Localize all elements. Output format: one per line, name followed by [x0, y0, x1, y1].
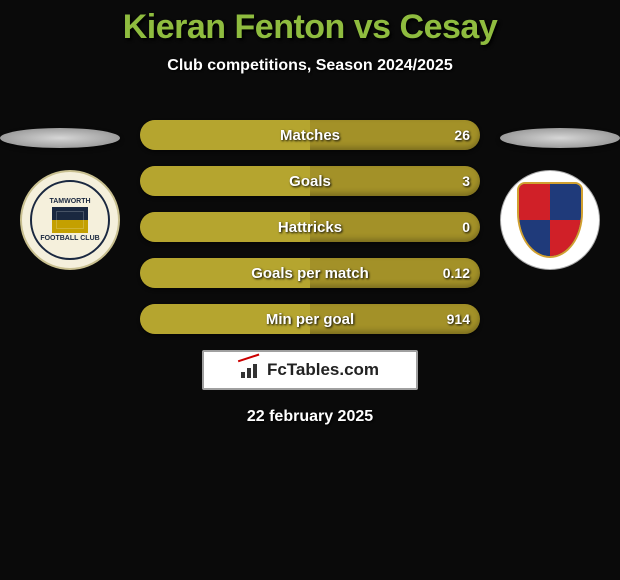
branding-text: FcTables.com	[267, 360, 379, 380]
stat-value-right: 0.12	[443, 265, 470, 281]
stat-label: Hattricks	[140, 212, 480, 242]
page-title: Kieran Fenton vs Cesay	[0, 8, 620, 47]
stat-label: Goals per match	[140, 258, 480, 288]
stats-bars: Matches26 Goals3 Hattricks0 Goals per match…	[140, 120, 480, 334]
stat-bar: Goals per match0.12	[140, 258, 480, 288]
page-subtitle: Club competitions, Season 2024/2025	[0, 57, 620, 75]
stat-bar: Hattricks0	[140, 212, 480, 242]
stat-value-right: 26	[454, 127, 470, 143]
stat-label: Min per goal	[140, 304, 480, 334]
player-right-placeholder	[500, 128, 620, 148]
stat-value-right: 0	[462, 219, 470, 235]
stat-bar: Matches26	[140, 120, 480, 150]
stat-bar: Goals3	[140, 166, 480, 196]
branding-badge: FcTables.com	[202, 350, 418, 390]
club-crest-left: TAMWORTH FOOTBALL CLUB	[20, 170, 120, 270]
player-left-placeholder	[0, 128, 120, 148]
club-crest-right	[500, 170, 600, 270]
stat-label: Matches	[140, 120, 480, 150]
stat-value-right: 3	[462, 173, 470, 189]
stat-label: Goals	[140, 166, 480, 196]
stat-value-right: 914	[447, 311, 470, 327]
stat-bar: Min per goal914	[140, 304, 480, 334]
chart-icon	[241, 362, 261, 378]
date-text: 22 february 2025	[0, 408, 620, 426]
